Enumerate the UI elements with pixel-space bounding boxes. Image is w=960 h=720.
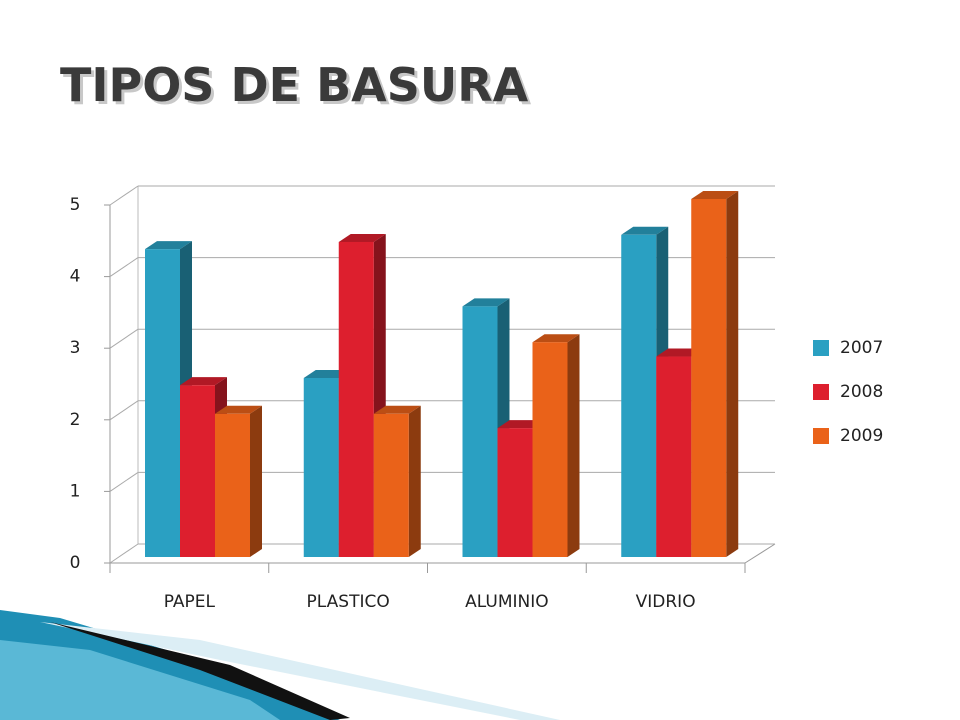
y-tick-label: 5 xyxy=(70,195,81,215)
grid-line-side xyxy=(109,257,139,278)
floor-side xyxy=(744,543,776,564)
bar-top xyxy=(691,191,739,199)
bar-top xyxy=(215,405,262,414)
legend-swatch xyxy=(813,340,829,356)
bar-top xyxy=(532,334,580,343)
legend-label: 2008 xyxy=(840,382,883,402)
bar-top xyxy=(621,226,669,235)
bar xyxy=(621,234,657,558)
bar-top xyxy=(462,298,510,307)
bar xyxy=(338,241,374,557)
bar-side xyxy=(726,191,739,557)
bar-top xyxy=(338,233,386,242)
bar-top xyxy=(180,377,227,386)
bar xyxy=(303,378,339,557)
bar-side xyxy=(250,405,262,557)
grid-line-side xyxy=(109,543,139,564)
x-tick-label: PLASTICO xyxy=(307,592,390,612)
chart-title: TIPOS DE BASURA xyxy=(60,58,529,112)
bar xyxy=(532,342,568,557)
bar-top xyxy=(373,405,421,414)
bar xyxy=(656,356,692,557)
grid-line-side xyxy=(109,328,139,349)
y-tick-label: 1 xyxy=(70,481,81,501)
bar xyxy=(497,428,533,557)
y-tick-label: 2 xyxy=(70,410,81,430)
legend-label: 2007 xyxy=(840,338,883,358)
x-tick-label: PAPEL xyxy=(164,592,216,612)
chart-title-shadow: TIPOS DE BASURA xyxy=(63,61,532,115)
y-tick-label: 4 xyxy=(70,267,81,287)
bar xyxy=(145,249,180,557)
grid-line-side xyxy=(109,471,139,492)
bar xyxy=(691,199,727,557)
bar-top xyxy=(145,241,192,250)
legend-label: 2009 xyxy=(840,426,883,446)
bar xyxy=(180,385,215,557)
legend-swatch xyxy=(813,428,829,444)
grid-line-side xyxy=(109,185,139,206)
legend-swatch xyxy=(813,384,829,400)
y-tick-label: 0 xyxy=(70,553,81,573)
bar-side xyxy=(567,334,580,557)
x-tick-label: VIDRIO xyxy=(636,592,696,612)
bar xyxy=(462,306,498,557)
y-tick-label: 3 xyxy=(70,338,81,358)
bar xyxy=(215,413,250,557)
bar xyxy=(373,413,409,557)
grid-line-side xyxy=(109,400,139,421)
decoration xyxy=(0,610,560,720)
bar-side xyxy=(408,405,421,557)
x-tick-label: ALUMINIO xyxy=(465,592,549,612)
